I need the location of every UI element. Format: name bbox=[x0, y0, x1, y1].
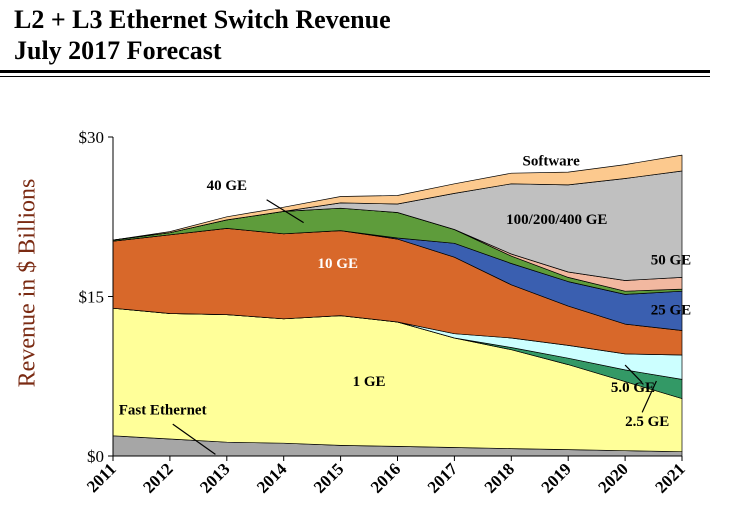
series-label-100-200-400-ge: 100/200/400 GE bbox=[506, 212, 607, 228]
series-label-2-5-ge: 2.5 GE bbox=[625, 414, 669, 430]
x-tick-label: 2014 bbox=[253, 459, 291, 497]
title-line-1: L2 + L3 Ethernet Switch Revenue bbox=[14, 5, 391, 34]
x-tick-label: 2019 bbox=[538, 459, 575, 496]
series-label-1-ge: 1 GE bbox=[353, 374, 386, 390]
y-tick-label: $0 bbox=[87, 447, 104, 466]
x-tick-label: 2021 bbox=[651, 459, 688, 496]
x-tick-label: 2020 bbox=[594, 459, 631, 496]
x-tick-label: 2012 bbox=[139, 459, 176, 496]
series-label-40-ge: 40 GE bbox=[207, 178, 247, 194]
x-tick-label: 2018 bbox=[481, 459, 518, 496]
series-labels: Software 100/200/400 GE 50 GE 25 GE 10 GE 1 G… bbox=[119, 154, 691, 455]
title-rule-thin bbox=[0, 76, 710, 77]
title-rule-thick bbox=[0, 70, 710, 73]
y-tick-label: $30 bbox=[79, 128, 105, 147]
area-software bbox=[112, 154, 683, 241]
leader-line-fast-ethernet bbox=[172, 423, 216, 455]
series-label-software: Software bbox=[523, 154, 581, 170]
title-line-2: July 2017 Forecast bbox=[14, 36, 222, 65]
series-label-10-ge: 10 GE bbox=[318, 256, 358, 272]
x-tick-label: 2017 bbox=[424, 459, 462, 497]
leader-line-40-ge bbox=[266, 199, 304, 224]
area-layers bbox=[112, 154, 683, 457]
x-tick-label: 2015 bbox=[310, 459, 347, 496]
chart-title: L2 + L3 Ethernet Switch Revenue July 201… bbox=[14, 4, 391, 66]
series-label-fast-ethernet: Fast Ethernet bbox=[119, 403, 207, 419]
y-tick-label: $15 bbox=[79, 288, 105, 307]
leader-line-5-0-ge bbox=[624, 364, 643, 384]
series-label-50-ge: 50 GE bbox=[651, 253, 691, 269]
x-tick-label: 2016 bbox=[367, 459, 404, 496]
series-label-5-0-ge: 5.0 GE bbox=[611, 380, 655, 396]
series-label-25-ge: 25 GE bbox=[651, 303, 691, 319]
x-tick-label: 2013 bbox=[196, 459, 233, 496]
leader-line-2-5-ge bbox=[641, 380, 657, 413]
